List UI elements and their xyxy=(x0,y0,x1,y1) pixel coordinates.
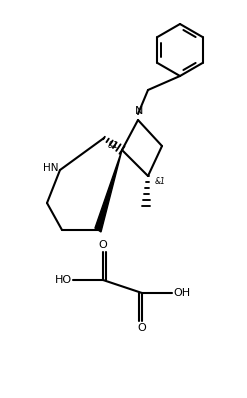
Text: &1: &1 xyxy=(155,176,166,185)
Text: O: O xyxy=(138,323,146,333)
Text: O: O xyxy=(99,240,107,250)
Text: HO: HO xyxy=(54,275,72,285)
Text: N: N xyxy=(135,106,143,116)
Text: OH: OH xyxy=(173,288,191,298)
Polygon shape xyxy=(95,150,122,232)
Text: &1: &1 xyxy=(108,140,119,150)
Text: HN: HN xyxy=(43,163,59,173)
